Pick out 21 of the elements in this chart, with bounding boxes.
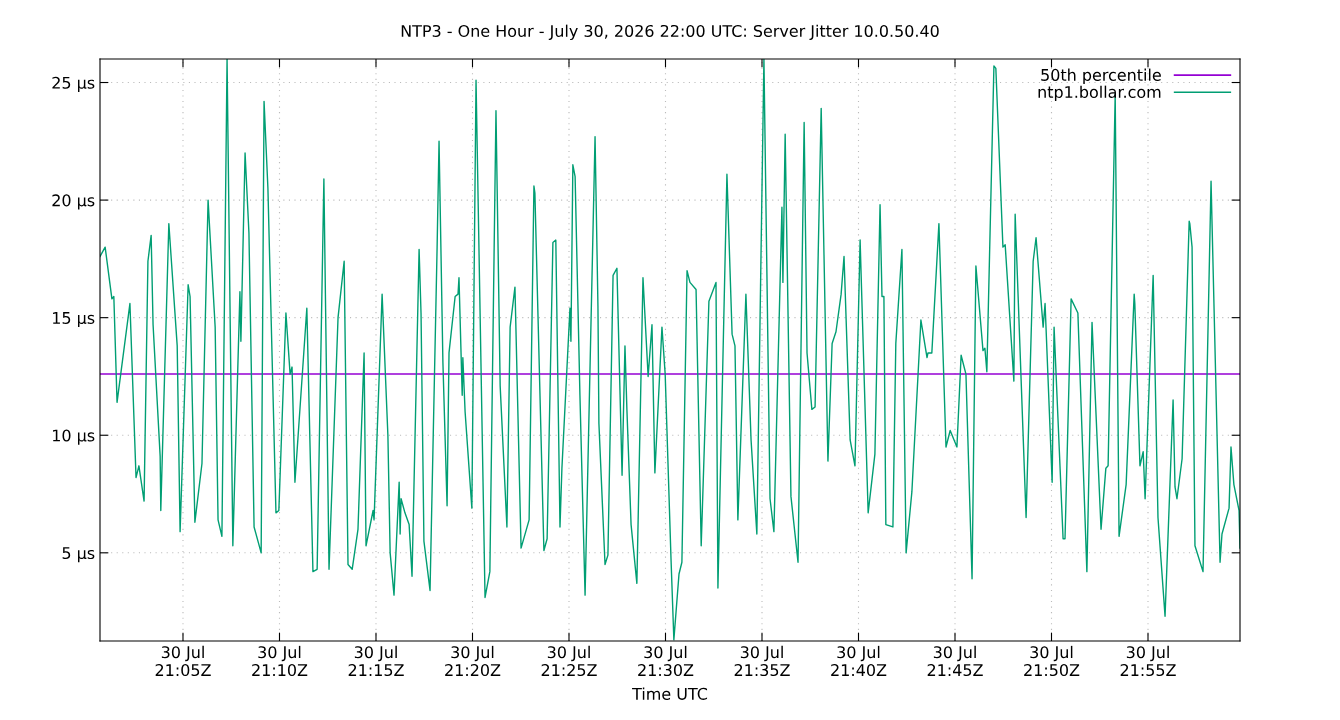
x-tick-label: 30 Jul 21:40Z [831,645,887,677]
x-tick-label: 30 Jul 21:05Z [155,645,211,677]
x-tick-label: 30 Jul 21:55Z [1120,645,1176,677]
legend-label: ntp1.bollar.com [1038,85,1161,102]
x-tick-label: 30 Jul 21:50Z [1024,645,1080,677]
x-tick-label: 30 Jul 21:15Z [348,645,404,677]
x-axis-title: Time UTC [632,687,708,700]
line-series [100,59,1240,641]
chart-title: NTP3 - One Hour - July 30, 2026 22:00 UTC: Server Jitter 10.0.50.40 [401,24,939,41]
y-tick-label: 20 µs [52,194,95,210]
y-tick-label: 25 µs [52,76,95,92]
x-tick-label: 30 Jul 21:35Z [734,645,790,677]
y-tick-label: 5 µs [62,547,95,563]
y-tick-label: 10 µs [53,429,95,445]
x-tick-label: 30 Jul 21:25Z [541,645,597,677]
x-tick-label: 30 Jul 21:10Z [252,645,308,677]
x-tick-label: 30 Jul 21:20Z [445,645,501,677]
x-tick-label: 30 Jul 21:30Z [638,645,694,677]
legend-label: 50th percentile [1041,68,1161,85]
y-tick-label: 15 µs [53,312,95,328]
x-tick-label: 30 Jul 21:45Z [927,645,983,677]
